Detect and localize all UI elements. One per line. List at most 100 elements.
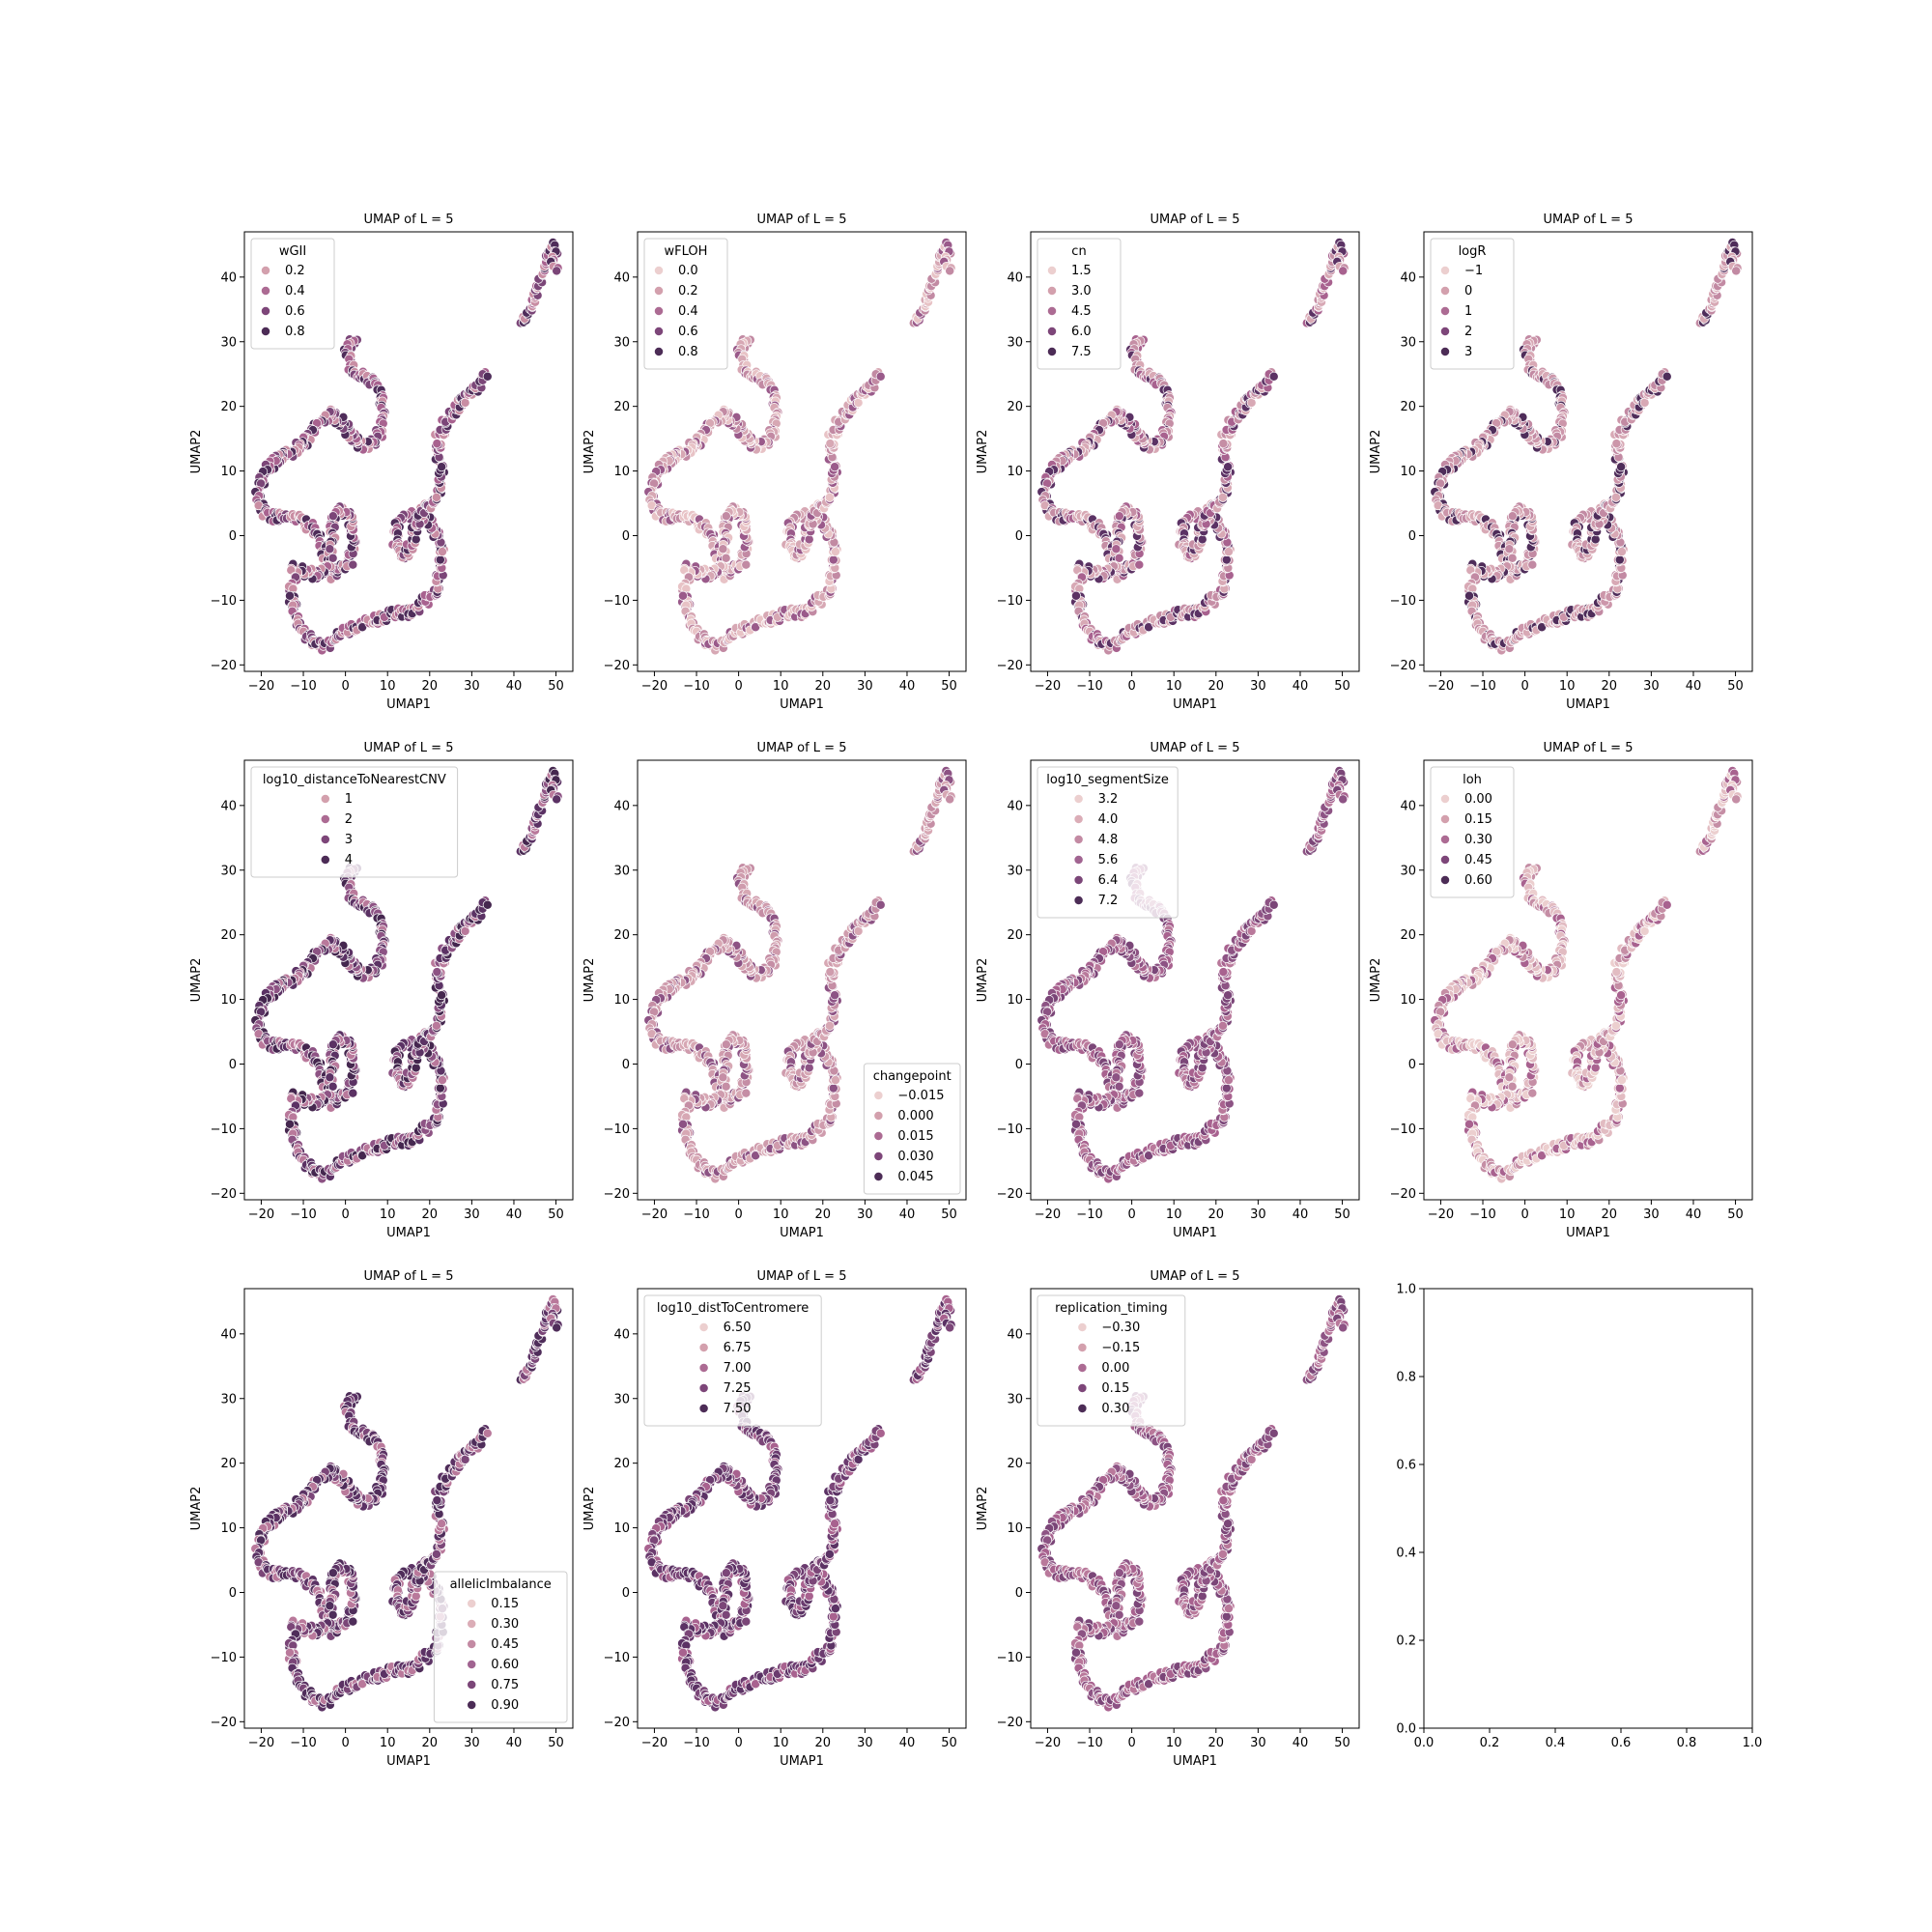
data-point [437, 990, 447, 1001]
legend-title: cn [1071, 244, 1086, 259]
data-point [437, 547, 447, 557]
data-point [285, 1119, 295, 1129]
x-tick-label: 0 [341, 679, 349, 694]
data-point [327, 1039, 338, 1050]
x-tick-label: −10 [290, 679, 316, 694]
subplot-title: UMAP of L = 5 [364, 213, 454, 227]
data-point [1639, 397, 1650, 408]
legend-title: wGII [279, 244, 306, 259]
data-point [721, 1081, 731, 1092]
x-tick-label: −20 [248, 1208, 274, 1222]
x-tick-label: 50 [941, 679, 957, 694]
data-point [1223, 547, 1234, 557]
legend-marker [320, 794, 330, 804]
legend-marker [654, 266, 664, 275]
data-point [285, 590, 295, 601]
legend-label: 4.5 [1071, 304, 1092, 319]
y-tick-label: 10 [220, 993, 237, 1008]
data-point [327, 553, 338, 563]
data-point [552, 794, 562, 805]
x-tick-label: −20 [641, 679, 668, 694]
data-point [432, 439, 442, 449]
data-point [824, 492, 835, 502]
y-tick-label: 30 [220, 864, 237, 878]
y-tick-label: 20 [613, 400, 630, 414]
y-tick-label: 0 [229, 1058, 237, 1072]
data-point [435, 1083, 445, 1094]
y-tick-label: 0 [1015, 529, 1023, 544]
legend-label: 7.5 [1071, 345, 1092, 359]
subplot-4: UMAP of L = 5−20 −10 0 10 20 30 40 50−20−100102… [1369, 213, 1753, 712]
data-point [1610, 492, 1621, 502]
y-tick-label: 10 [1400, 465, 1416, 479]
y-tick-label: −10 [211, 594, 237, 609]
x-tick-label: 10 [773, 679, 789, 694]
y-tick-label: 0 [622, 529, 630, 544]
data-point [437, 1075, 447, 1086]
x-tick-label: 0 [1520, 679, 1528, 694]
legend-marker [1440, 347, 1450, 356]
x-tick-label: 40 [1293, 679, 1309, 694]
legend-marker [261, 327, 270, 336]
legend-marker [320, 835, 330, 844]
data-point [437, 462, 447, 472]
y-tick-label: 0 [1408, 529, 1416, 544]
data-point [1614, 554, 1625, 565]
x-tick-label: 50 [548, 679, 564, 694]
legend-label: 0.6 [678, 325, 698, 339]
y-tick-label: −20 [1390, 659, 1416, 673]
y-tick-label: 30 [1007, 335, 1023, 350]
x-axis-label: UMAP1 [1566, 697, 1610, 712]
x-tick-label: 40 [506, 679, 523, 694]
legend-label: 4 [345, 853, 353, 867]
x-tick-label: 30 [1643, 679, 1660, 694]
legend-marker [654, 347, 664, 356]
data-point [552, 266, 562, 276]
data-point [1611, 439, 1622, 449]
subplot-title: UMAP of L = 5 [1151, 213, 1240, 227]
data-point [1464, 590, 1474, 601]
legend-marker [261, 266, 270, 275]
data-point [678, 590, 688, 601]
y-tick-label: 30 [220, 335, 237, 350]
legend-label: 0.6 [285, 304, 305, 319]
data-point [1338, 266, 1349, 276]
legend: cn1.53.04.56.07.5 [1037, 238, 1122, 370]
data-point [1071, 590, 1081, 601]
data-point [875, 371, 886, 382]
data-point [325, 1072, 335, 1083]
data-point [482, 371, 493, 382]
legend-marker [261, 306, 270, 316]
x-tick-label: 20 [1602, 679, 1618, 694]
data-point [1616, 462, 1627, 472]
legend-label: 6.0 [1071, 325, 1092, 339]
x-tick-label: 10 [1166, 679, 1182, 694]
data-point [1134, 559, 1145, 570]
legend-label: 0.4 [285, 284, 305, 298]
legend-marker [320, 814, 330, 824]
legend-label: 0.4 [678, 304, 698, 319]
y-tick-label: −10 [997, 594, 1023, 609]
y-tick-label: 30 [1400, 335, 1416, 350]
data-point [1731, 266, 1742, 276]
y-tick-label: −20 [211, 659, 237, 673]
legend-label: 0.8 [285, 325, 305, 339]
legend-marker [654, 286, 664, 296]
legend-marker [1440, 286, 1450, 296]
data-point [1268, 371, 1279, 382]
x-tick-label: 50 [1334, 679, 1350, 694]
subplot-title: UMAP of L = 5 [757, 741, 847, 755]
legend-marker [1047, 347, 1057, 356]
data-point [460, 397, 470, 408]
data-point [435, 554, 445, 565]
legend-label: 0.2 [678, 284, 698, 298]
subplot-title: UMAP of L = 5 [1544, 213, 1634, 227]
legend-label: 3 [345, 833, 353, 847]
data-point [825, 439, 836, 449]
x-tick-label: 20 [1208, 679, 1225, 694]
legend-label: −1 [1464, 264, 1483, 278]
data-point [741, 1088, 752, 1098]
subplot-title: UMAP of L = 5 [757, 213, 847, 227]
